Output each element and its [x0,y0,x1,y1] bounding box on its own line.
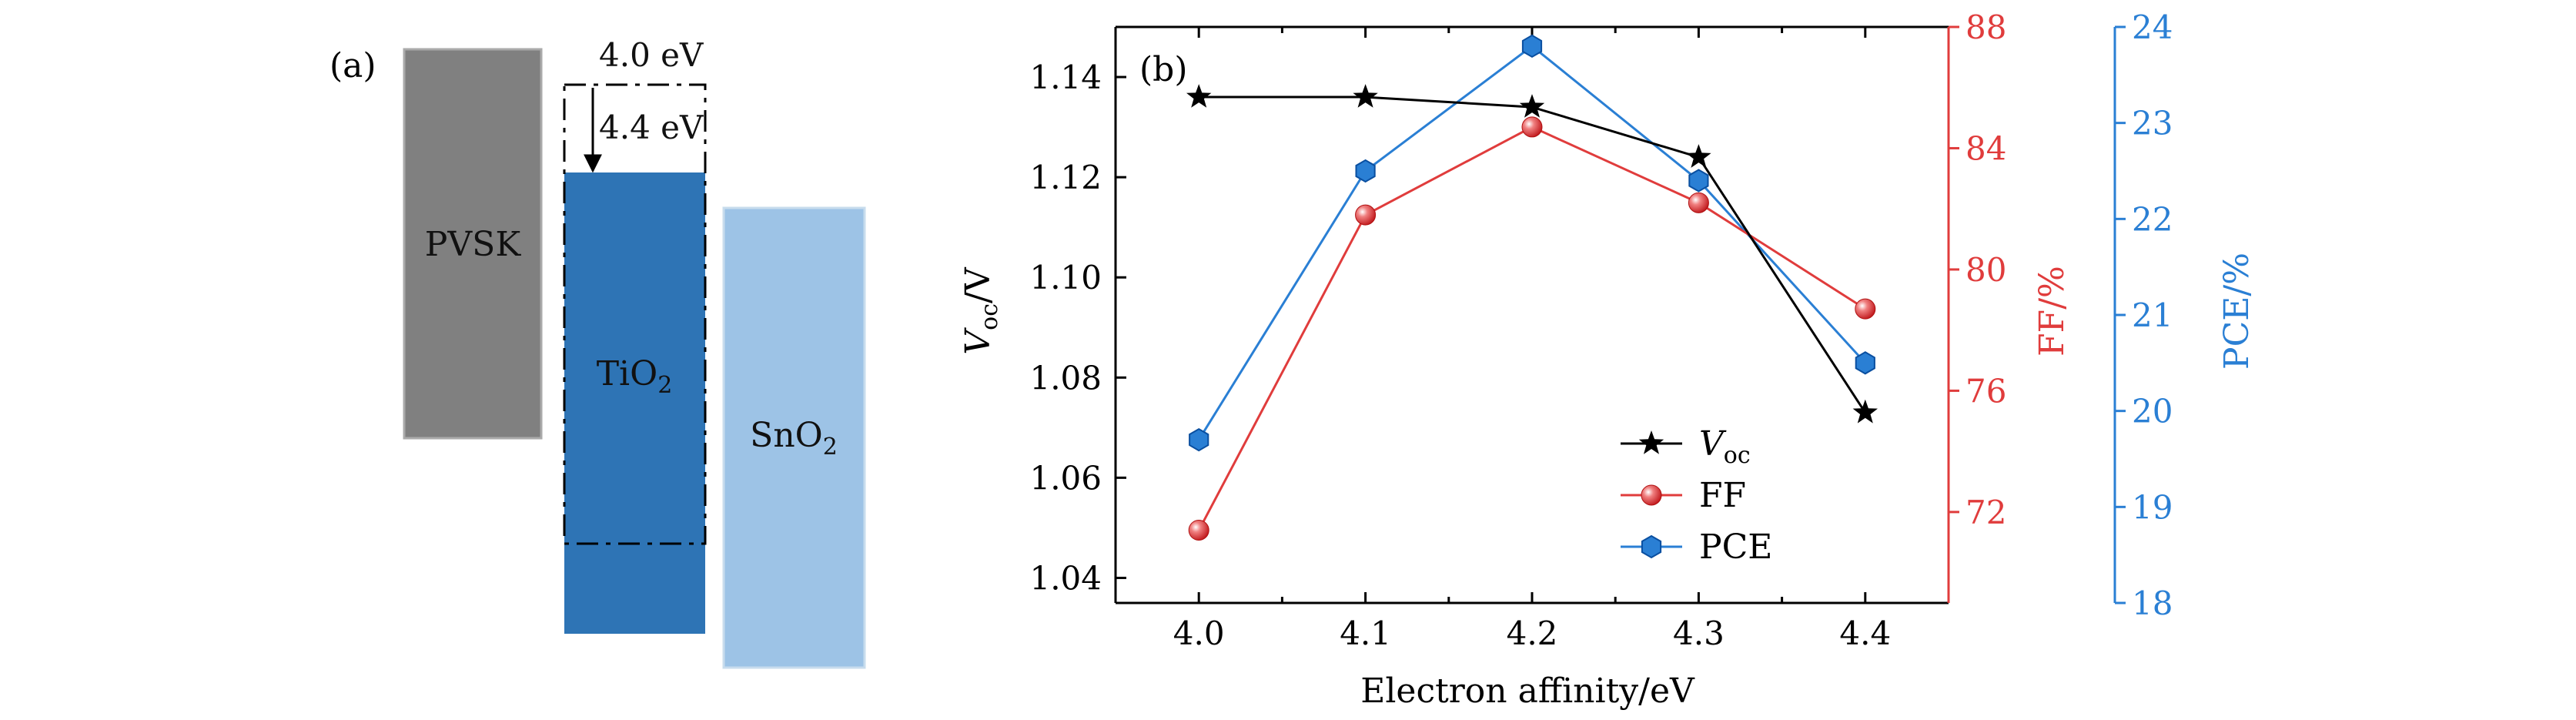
pvsk-label: PVSK [425,225,522,264]
voc-tick-label: 1.14 [1029,59,1102,96]
panel-b: (b) 4.0 4.1 4.2 4.3 4.4 1.04 1.06 1.08 1.10 1.12… [958,8,2257,711]
legend-marker [1641,534,1662,559]
point-ff [1521,116,1543,138]
y-axis-pce-title: PCE/% [2217,253,2257,370]
series-line-ff [1197,126,1866,531]
legend-label: Voc [1699,424,1751,469]
point-v [1353,84,1378,108]
pce-tick-label: 23 [2132,105,2173,142]
y-axis-voc-title: Voc/V [958,266,1003,354]
pce-tick-label: 21 [2132,296,2173,334]
x-axis-title: Electron affinity/eV [1360,671,1695,711]
point-pce [1355,159,1376,183]
point-ff [1688,192,1709,213]
point-pce [1688,169,1709,193]
pce-tick-label: 19 [2132,488,2173,526]
tio2-shifted-outline [563,83,707,545]
pce-tick-label: 20 [2132,393,2173,430]
annotation-4-4-ev: 4.4 eV [599,109,704,146]
annotation-4-0-ev: 4.0 eV [599,36,704,74]
pce-tick-label: 24 [2132,8,2173,46]
y-axis-ff-title: FF/% [2032,266,2072,357]
point-pce [1189,427,1209,452]
ff-tick-label: 88 [1965,8,2006,46]
ff-tick-label: 76 [1965,372,2006,410]
ff-tick-label: 84 [1965,129,2006,167]
tio2-block [564,172,705,634]
voc-tick-label: 1.06 [1029,459,1102,497]
point-pce [1521,34,1543,59]
point-ff [1188,520,1209,541]
legend-label: FF [1699,476,1746,515]
pvsk-block [403,48,543,440]
voc-tick-label: 1.10 [1029,259,1102,296]
point-v [1519,94,1545,118]
x-tick-label: 4.1 [1340,615,1391,652]
voc-tick-label: 1.12 [1029,159,1102,196]
series-layer [1186,34,1878,541]
pce-tick-label: 22 [2132,200,2173,238]
point-ff [1355,204,1377,226]
sno2-label: SnO2 [750,416,838,460]
x-tick-label: 4.2 [1507,615,1558,652]
y-axis-ff: 72 76 80 84 88 [1949,8,2006,531]
panel-a-label: (a) [330,46,376,85]
panel-a: (a) PVSK TiO2 SnO2 4.0 eV 4.4 eV [330,36,866,669]
x-tick-label: 4.4 [1839,615,1891,652]
voc-tick-label: 1.04 [1029,559,1102,597]
point-ff [1855,298,1876,320]
legend-label: PCE [1699,527,1772,567]
pce-tick-label: 18 [2132,584,2173,622]
tio2-label: TiO2 [597,354,673,399]
point-v [1186,84,1212,108]
x-tick-label: 4.0 [1173,615,1225,652]
legend-marker [1641,484,1662,506]
ff-tick-label: 72 [1965,494,2006,531]
y-axis-voc: 1.04 1.06 1.08 1.10 1.12 1.14 [1029,59,1126,597]
ff-tick-label: 80 [1965,251,2006,289]
point-v [1686,144,1711,168]
sno2-block [722,206,866,669]
legend: Voc FF PCE [1621,424,1772,567]
point-pce [1855,351,1875,375]
voc-tick-label: 1.08 [1029,359,1102,397]
point-v [1852,399,1878,424]
legend-marker [1638,430,1664,454]
panel-b-label: (b) [1139,50,1188,89]
x-tick-label: 4.3 [1673,615,1725,652]
x-axis: 4.0 4.1 4.2 4.3 4.4 [1173,27,1891,652]
y-axis-pce: 18 19 20 21 22 23 24 [2115,8,2173,622]
